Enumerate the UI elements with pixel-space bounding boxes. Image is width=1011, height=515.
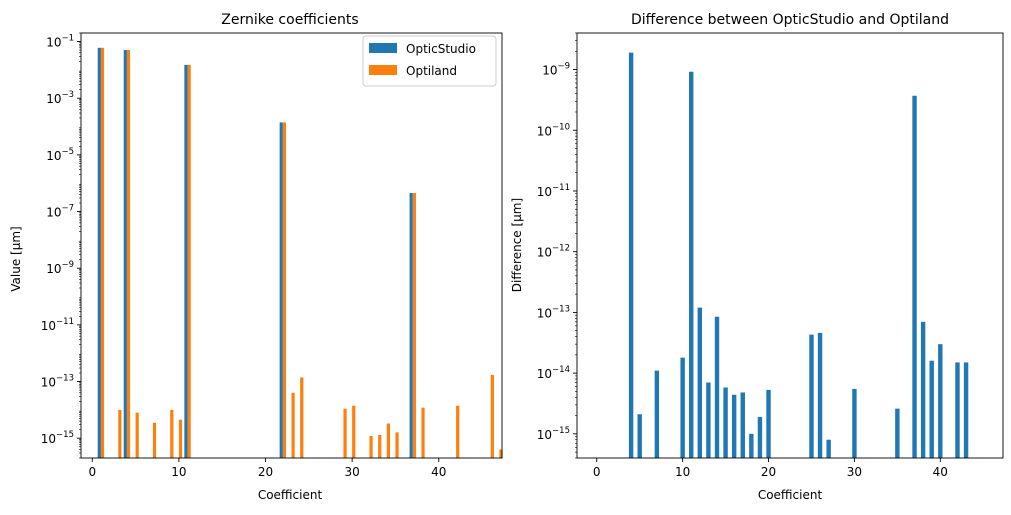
y-tick-label: 10−14 (537, 365, 570, 381)
y-tick-label: 10−11 (537, 183, 570, 199)
x-tick-label: 40 (431, 465, 446, 479)
bar (749, 433, 754, 458)
bar (395, 432, 399, 458)
bar (955, 362, 960, 458)
bar (279, 122, 283, 458)
bar (912, 95, 917, 459)
legend-label-opticstudio: OpticStudio (406, 42, 476, 56)
bar (654, 370, 660, 458)
legend-label-optiland: Optiland (406, 64, 457, 78)
legend-swatch-optiland (369, 65, 397, 75)
bar (123, 50, 127, 459)
y-tick-label: 10−15 (41, 430, 74, 446)
bar (706, 382, 711, 458)
plot-frame (80, 32, 503, 459)
bar (135, 412, 139, 458)
y-tick-label: 10−13 (41, 374, 74, 390)
bar (740, 392, 745, 458)
bar (412, 193, 416, 458)
bar (697, 307, 703, 458)
legend-swatch-opticstudio (369, 43, 397, 53)
y-tick-label: 10−15 (537, 426, 570, 442)
x-tick-label: 40 (933, 465, 948, 479)
bar (421, 407, 425, 458)
bar (499, 449, 503, 458)
bar (490, 375, 494, 458)
bar (680, 357, 685, 458)
bar (852, 388, 857, 458)
bar (456, 405, 460, 458)
x-axis-label: Coefficient (758, 488, 823, 502)
bar (628, 52, 634, 458)
bar (920, 321, 926, 458)
bar (386, 423, 390, 458)
bar (731, 394, 737, 458)
y-tick-label: 10−12 (537, 244, 570, 260)
bar (637, 414, 642, 458)
bar (723, 387, 728, 458)
zernike-chart: Zernike coefficients Value [µm] Coeffici… (9, 12, 503, 502)
bar (291, 392, 295, 458)
y-tick-label: 10−7 (46, 204, 74, 220)
bar (895, 408, 900, 458)
bar (282, 122, 287, 458)
bar (409, 193, 413, 458)
x-tick-label: 10 (675, 465, 690, 479)
x-tick-label: 0 (593, 465, 601, 479)
x-tick-label: 30 (847, 465, 862, 479)
x-axis-label: Coefficient (258, 488, 323, 502)
bar (757, 416, 763, 458)
y-axis-label: Difference [µm] (510, 198, 524, 292)
y-tick-label: 10−1 (46, 34, 74, 50)
plot-frame (576, 32, 1004, 459)
bar (170, 409, 174, 458)
bar (938, 344, 943, 458)
bar (100, 47, 105, 459)
chart-title: Zernike coefficients (221, 12, 358, 28)
bar (178, 419, 183, 458)
bar (689, 71, 694, 458)
y-tick-label: 10−5 (46, 147, 74, 163)
bar (369, 435, 373, 458)
bar (766, 389, 771, 458)
bar (714, 316, 720, 458)
bar (352, 405, 356, 458)
bar (300, 377, 304, 458)
x-tick-label: 10 (171, 465, 186, 479)
x-tick-label: 0 (88, 465, 96, 479)
y-axis-label: Value [µm] (9, 226, 23, 291)
legend: OpticStudio Optiland (362, 35, 497, 87)
bar (187, 64, 191, 459)
bar (809, 334, 814, 458)
bar (826, 439, 831, 458)
bar (97, 47, 101, 459)
bar (343, 408, 347, 458)
y-tick-label: 10−11 (41, 317, 74, 333)
y-tick-label: 10−9 (542, 62, 570, 78)
bar (152, 422, 157, 458)
bar (184, 64, 188, 459)
x-tick-label: 20 (258, 465, 273, 479)
bar (929, 360, 934, 458)
chart-title: Difference between OpticStudio and Optil… (631, 12, 949, 28)
bar (126, 50, 131, 459)
y-tick-label: 10−3 (46, 90, 74, 106)
y-tick-label: 10−13 (537, 304, 570, 320)
difference-chart: Difference between OpticStudio and Optil… (510, 12, 1004, 502)
y-tick-label: 10−9 (46, 260, 74, 276)
bar (378, 434, 382, 458)
y-tick-label: 10−10 (537, 122, 570, 138)
bar (963, 362, 969, 458)
bar (817, 332, 823, 458)
x-tick-label: 30 (344, 465, 359, 479)
x-tick-label: 20 (761, 465, 776, 479)
bar (118, 409, 122, 458)
